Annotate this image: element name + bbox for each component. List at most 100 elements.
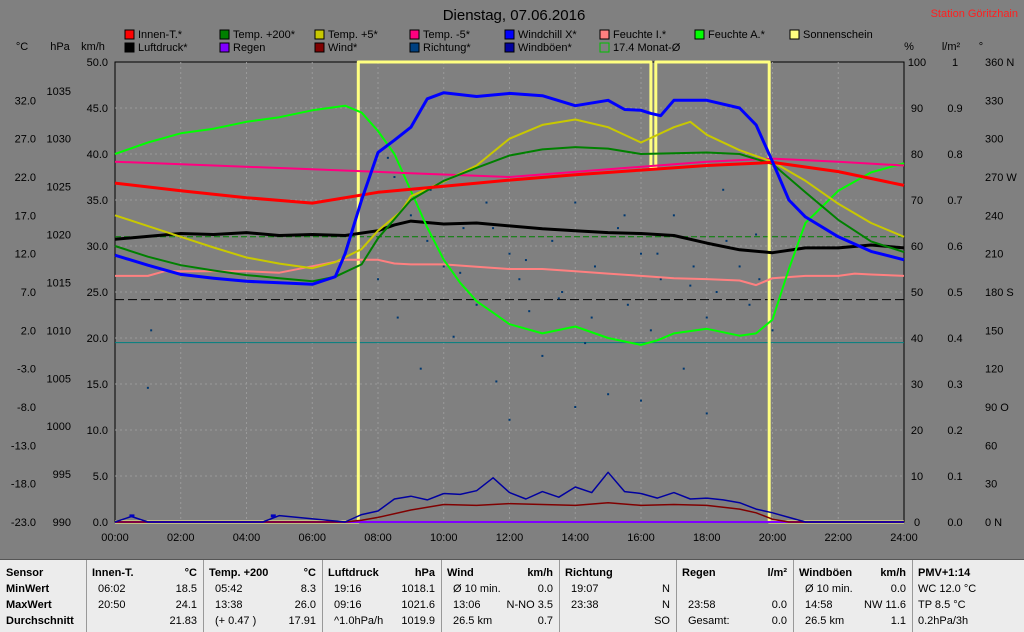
pressure-tick: 995 [53,469,71,481]
stats-luftdruck: Luftdruck hPa 19:16 1018.1 09:16 1021.6 ^1.0hP… [322,560,442,632]
stats-windboeen: Windböen km/h Ø 10 min. 0.0 14:58 NW 11.6 26.5… [793,560,913,632]
temp-tick: -3.0 [17,364,36,376]
stats-wind-value-2: 0.7 [537,615,553,627]
legend-label: Feuchte A.* [708,29,766,41]
stats-richtung-value-1: N [662,599,670,611]
stats-wind-label-0: Ø 10 min. [453,583,501,595]
stats-innen-label-1: 20:50 [98,599,126,611]
stats-luftdruck-value-1: 1021.6 [401,599,435,611]
direction-point [725,239,728,242]
direction-point [705,316,708,319]
wind-tick: 10.0 [87,425,108,437]
humidity-tick: 10 [911,471,923,483]
humidity-tick: 80 [911,149,923,161]
wind-tick: 15.0 [87,379,108,391]
rain-tick: 0.2 [947,425,962,437]
series-line-windchill-x [114,91,905,286]
rain-tick: 0.4 [947,333,962,345]
stats-windboeen-label-0: Ø 10 min. [805,583,853,595]
x-tick: 00:00 [101,532,129,544]
direction-point [584,342,587,345]
direction-tick: 90 O [985,402,1009,414]
stats-innen-label-0: 06:02 [98,583,126,595]
direction-point [590,316,593,319]
rain-tick: 0.7 [947,195,962,207]
humidity-tick: 0 [914,517,920,529]
stats-luftdruck-value-2: 1019.9 [401,615,435,627]
rain-tick: 1 [952,57,958,69]
stats-row-min: MinWert [6,583,50,595]
wind-tick: 20.0 [87,333,108,345]
direction-point [626,303,629,306]
stats-innen-title: Innen-T. [92,567,134,579]
stats-temp200-value-1: 26.0 [294,599,316,611]
temp-tick: -23.0 [11,517,36,529]
stats-richtung-title: Richtung [565,567,613,579]
legend-label: Feuchte I.* [613,29,667,41]
legend: Innen-T.* Temp. +200* Temp. +5* Temp. -5* Wi… [124,29,873,54]
rain-tick: 0.5 [947,287,962,299]
stats-wind-value-0: 0.0 [537,583,553,595]
temp-tick: 32.0 [15,95,36,107]
legend-label: Wind* [328,42,358,54]
stats-temp200-unit: °C [303,567,316,579]
direction-point [426,239,429,242]
legend-swatch [124,42,135,53]
legend-swatch [314,42,325,53]
direction-tick: 150 [985,325,1003,337]
temp-tick: 2.0 [21,325,36,337]
series-line-windb-en [114,471,904,523]
pressure-tick: 1010 [47,325,71,337]
stats-regen-title: Regen [682,567,716,579]
direction-tick: 30 [985,479,997,491]
stats-wind-value-1: N-NO 3.5 [506,599,553,611]
direction-point [377,278,379,281]
x-tick: 14:00 [561,532,589,544]
stats-regen-value-2: 0.0 [771,615,787,627]
rain-tick: 0.8 [947,149,962,161]
stats-wind: Wind km/h Ø 10 min. 0.0 13:06 N-NO 3.5 26.5 km… [441,560,560,632]
direction-point [495,380,498,383]
humidity-tick: 40 [911,333,923,345]
direction-point [689,284,692,287]
legend-label: Luftdruck* [138,42,188,54]
stats-pmv-value-0: WC 12.0 °C [918,583,977,595]
legend-swatch [124,29,135,40]
wind-tick: 50.0 [87,57,108,69]
rain-tick: 0.0 [947,517,962,529]
direction-point [518,278,521,281]
direction-point [442,265,445,268]
direction-point [771,329,774,332]
stats-windboeen-title: Windböen [799,567,853,579]
legend-label: Sonnenschein [803,29,873,41]
legend-swatch [219,29,230,40]
direction-point [574,201,577,204]
direction-tick: 210 [985,249,1003,261]
stats-richtung: Richtung 19:07 N 23:38 N SO [559,560,677,632]
stats-richtung-value-2: SO [654,615,670,627]
stats-luftdruck-label-0: 19:16 [334,583,362,595]
temp-tick: -8.0 [17,402,36,414]
direction-tick: 330 [985,95,1003,107]
stats-innen-value-2: 21.83 [169,615,197,627]
humidity-tick: 30 [911,379,923,391]
pressure-tick: 1005 [47,373,71,385]
grid [115,62,904,522]
series-group [114,60,905,524]
direction-point [409,214,412,217]
temp-tick: 17.0 [15,210,36,222]
direction-point [146,386,149,389]
direction-point [508,252,511,255]
direction-point [492,227,495,230]
direction-point [528,310,531,313]
wind-tick: 40.0 [87,149,108,161]
wind-tick: 25.0 [87,287,108,299]
legend-label: 17.4 Monat-Ø [613,42,681,54]
direction-tick: 270 W [985,172,1017,184]
stats-regen-label-1: 23:58 [688,599,716,611]
direction-point [748,303,751,306]
series-line-temp-5 [114,118,905,270]
legend-swatch [599,42,610,53]
legend-swatch [314,29,325,40]
humidity-tick: 70 [911,195,923,207]
